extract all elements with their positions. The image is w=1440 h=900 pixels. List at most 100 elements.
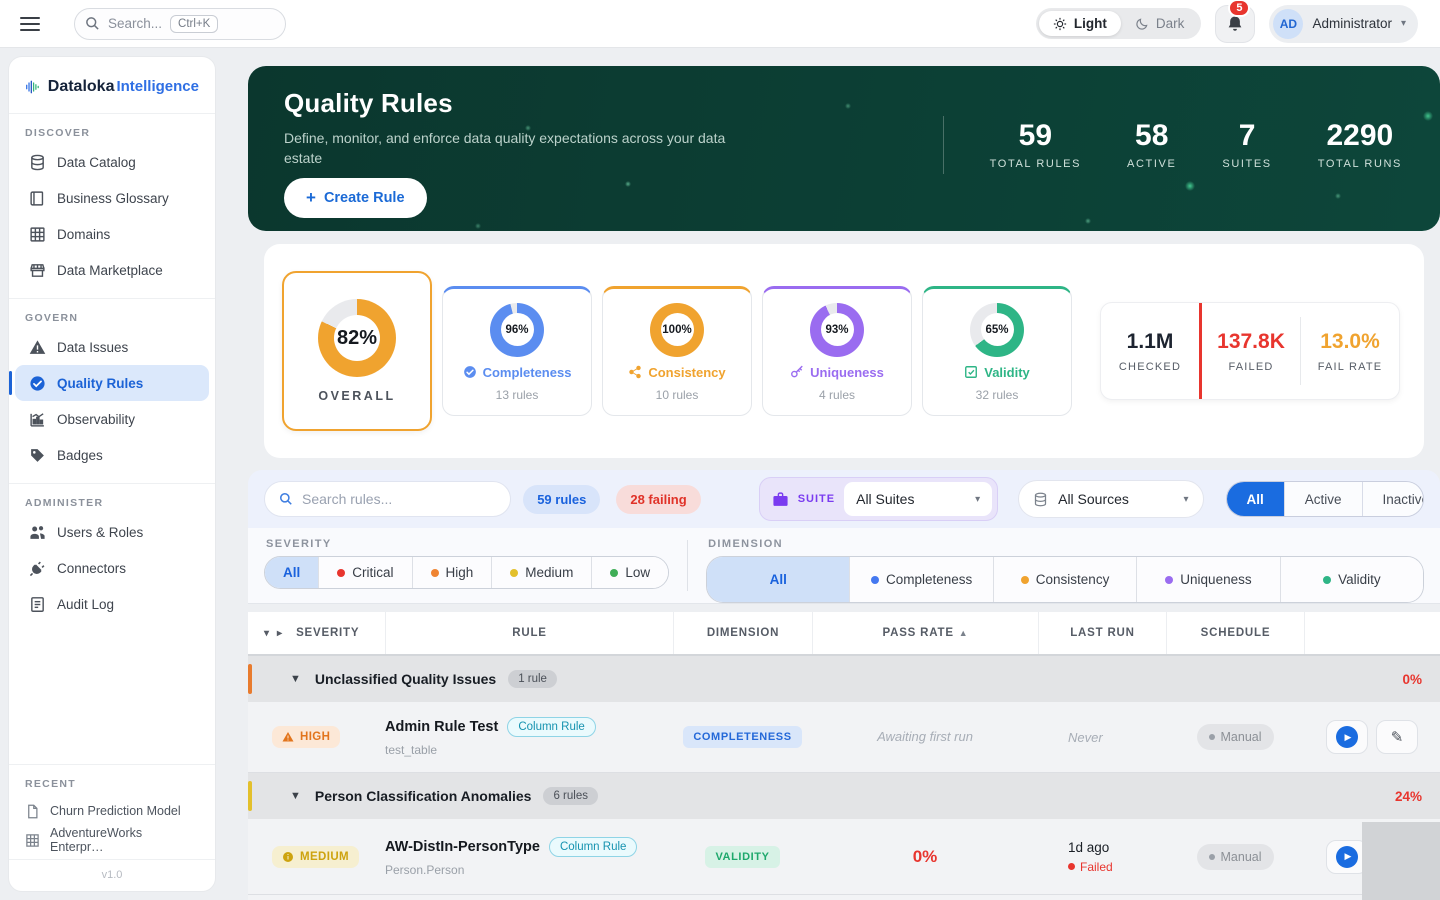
sidebar-item-observability[interactable]: Observability [15, 401, 209, 437]
critical-dot-icon [337, 568, 346, 577]
schedule-badge: Manual [1196, 724, 1274, 750]
column-header-last-run[interactable]: LAST RUN [1038, 612, 1166, 654]
run-rule-button[interactable]: ▶ [1326, 720, 1368, 754]
checkbox-icon [965, 366, 978, 378]
group-row-unclassified[interactable]: ▼ Unclassified Quality Issues 1 rule 0% [248, 656, 1440, 702]
dimension-option-consistency[interactable]: Consistency [992, 557, 1137, 602]
high-dot-icon [430, 568, 439, 577]
table-row[interactable]: MEDIUM AW-DistIn-PersonType Column Rule … [248, 819, 1440, 895]
severity-filter-label: SEVERITY [266, 538, 332, 550]
severity-option-critical[interactable]: Critical [318, 557, 412, 588]
validity-card[interactable]: 65% Validity 32 rules [922, 286, 1072, 416]
create-rule-button[interactable]: + Create Rule [284, 178, 427, 218]
stat-total-runs: 2290 TOTAL RUNS [1317, 118, 1402, 170]
section-label-govern: GOVERN [25, 312, 79, 324]
medium-dot-icon [510, 568, 519, 577]
dimension-option-uniqueness[interactable]: Uniqueness [1136, 557, 1280, 602]
column-header-actions [1304, 612, 1440, 654]
validity-rule-count: 32 rules [975, 387, 1019, 402]
status-option-inactive[interactable]: Inactive [1361, 482, 1424, 516]
section-label-administer: ADMINISTER [25, 497, 104, 509]
column-header-dimension[interactable]: DIMENSION [673, 612, 812, 654]
table-row[interactable]: HIGH Admin Rule Test Column Rule test_ta… [248, 702, 1440, 773]
warning-triangle-icon [29, 339, 46, 354]
uniqueness-card[interactable]: 93% Uniqueness 4 rules [762, 286, 912, 416]
sidebar-item-quality-rules[interactable]: Quality Rules [9, 365, 209, 401]
status-option-active[interactable]: Active [1283, 482, 1362, 516]
theme-light-button[interactable]: Light [1038, 11, 1121, 36]
hamburger-menu-icon[interactable] [20, 13, 40, 35]
status-option-all[interactable]: All [1226, 482, 1284, 516]
suite-select[interactable]: All Suites ▾ [844, 482, 993, 516]
sun-icon [1053, 17, 1067, 30]
stat-active: 58 ACTIVE [1127, 118, 1177, 170]
dimension-option-all[interactable]: All [707, 557, 850, 602]
column-header-severity[interactable]: ▾ ▸ SEVERITY [264, 627, 360, 639]
dimension-badge: COMPLETENESS [683, 726, 802, 748]
sidebar-item-data-catalog[interactable]: Data Catalog [15, 144, 209, 180]
severity-option-all[interactable]: All [265, 557, 319, 588]
low-dot-icon [610, 568, 619, 577]
avatar: AD [1273, 8, 1304, 39]
completeness-card[interactable]: 96% Completeness 13 rules [442, 286, 592, 416]
briefcase-icon [773, 491, 788, 506]
user-menu[interactable]: AD Administrator ▾ [1269, 4, 1418, 43]
table-header: ▾ ▸ SEVERITY RULE DIMENSION PASS RATE ▲ L… [248, 612, 1440, 656]
create-rule-label: Create Rule [323, 190, 405, 206]
severity-option-low[interactable]: Low [591, 557, 669, 588]
consistency-card[interactable]: 100% Consistency 10 rules [602, 286, 752, 416]
suite-filter[interactable]: SUITE All Suites ▾ [758, 477, 999, 521]
schedule-badge: Manual [1196, 843, 1274, 870]
source-selected-value: All Sources [1058, 491, 1129, 507]
rule-name[interactable]: Admin Rule Test [385, 719, 499, 735]
column-header-rule[interactable]: RULE [385, 612, 673, 654]
recent-item-label: AdventureWorks Enterpr… [49, 826, 143, 854]
edit-rule-button[interactable]: ✎ [1376, 720, 1418, 754]
brand[interactable]: Dataloka Intelligence [9, 57, 215, 114]
expand-all-icon[interactable]: ▸ [277, 627, 286, 639]
sidebar-item-domains[interactable]: Domains [15, 216, 209, 252]
column-header-pass-rate[interactable]: PASS RATE ▲ [812, 612, 1038, 654]
sidebar-item-users-roles[interactable]: Users & Roles [15, 514, 209, 550]
validity-dot-icon [1323, 575, 1332, 584]
chevron-down-icon: ▾ [975, 493, 981, 505]
grid-icon [30, 226, 45, 242]
play-icon: ▶ [1336, 726, 1358, 748]
column-header-schedule[interactable]: SCHEDULE [1166, 612, 1304, 654]
chevron-down-icon[interactable]: ▼ [290, 673, 301, 685]
severity-option-high[interactable]: High [411, 557, 492, 588]
theme-light-label: Light [1073, 16, 1107, 31]
sidebar-item-label: Business Glossary [57, 190, 169, 206]
severity-option-medium[interactable]: Medium [491, 557, 592, 588]
notifications-button[interactable]: 5 [1215, 0, 1256, 43]
global-search-input[interactable]: Search... Ctrl+K [74, 7, 286, 40]
pass-rate-value: 0% [912, 846, 938, 866]
recent-item-churn-model[interactable]: Churn Prediction Model [9, 795, 215, 827]
dimension-option-validity[interactable]: Validity [1279, 557, 1424, 602]
sidebar-item-label: Data Issues [57, 339, 129, 355]
rule-name[interactable]: AW-DistIn-PersonType [385, 838, 540, 855]
collapse-all-icon[interactable]: ▾ [264, 627, 273, 639]
sidebar-item-data-marketplace[interactable]: Data Marketplace [15, 252, 209, 288]
group-color-bar [248, 664, 252, 694]
sidebar-item-connectors[interactable]: Connectors [15, 550, 209, 586]
chevron-down-icon: ▾ [1400, 18, 1406, 29]
sidebar-item-badges[interactable]: Badges [15, 437, 209, 473]
bell-icon [1229, 16, 1242, 31]
group-row-person-classification[interactable]: ▼ Person Classification Anomalies 6 rule… [248, 773, 1440, 819]
brand-suffix: Intelligence [116, 78, 199, 95]
run-rule-button[interactable]: ▶ [1326, 839, 1368, 874]
rules-search-input[interactable]: Search rules... [264, 481, 512, 517]
plug-icon [29, 561, 45, 576]
theme-dark-label: Dark [1155, 16, 1185, 31]
scrollbar-overlay[interactable] [1362, 822, 1440, 900]
sidebar-item-business-glossary[interactable]: Business Glossary [15, 180, 209, 216]
theme-dark-button[interactable]: Dark [1121, 11, 1199, 36]
sidebar-item-audit-log[interactable]: Audit Log [15, 586, 209, 622]
sidebar-item-data-issues[interactable]: Data Issues [15, 329, 209, 365]
chevron-down-icon[interactable]: ▼ [290, 790, 301, 802]
recent-item-adventureworks[interactable]: AdventureWorks Enterpr… [9, 826, 215, 859]
overall-score-card: 82% OVERALL [282, 271, 432, 431]
dimension-option-completeness[interactable]: Completeness [849, 557, 993, 602]
source-select[interactable]: All Sources ▾ [1018, 480, 1204, 518]
